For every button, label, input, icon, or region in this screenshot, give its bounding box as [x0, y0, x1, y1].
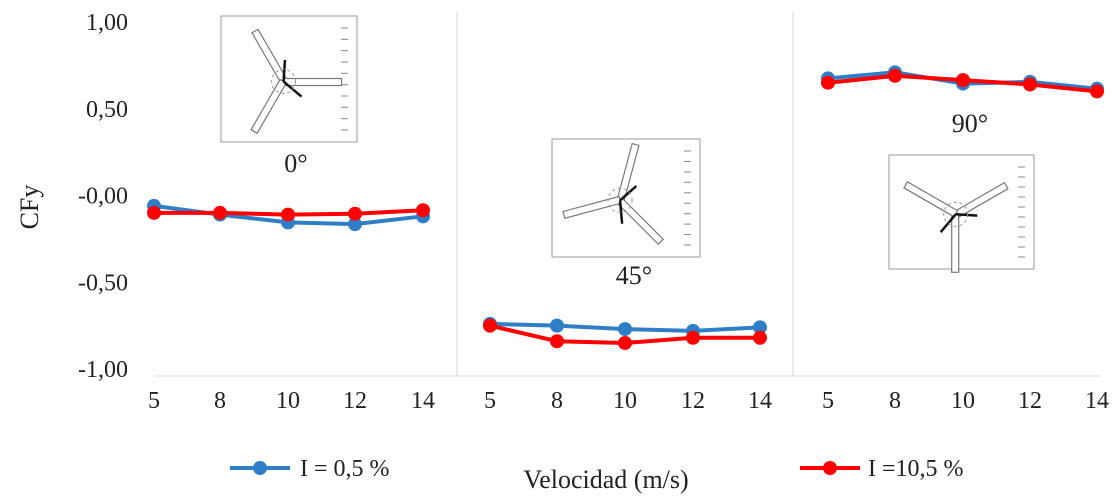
x-tick-label: 5 [822, 388, 834, 414]
angle-annotations: 0° 45° 90° [284, 109, 988, 290]
x-tick-label: 14 [748, 388, 772, 414]
panel-dividers [154, 12, 1100, 377]
data-point-high [147, 205, 161, 220]
data-point-low [348, 217, 362, 232]
data-point-high [888, 68, 902, 83]
x-tick-label: 8 [889, 388, 901, 414]
y-tick-label: -0,00 [78, 184, 128, 210]
data-point-high [956, 73, 970, 88]
x-tick-label: 12 [1018, 388, 1042, 414]
data-point-high [281, 207, 295, 222]
data-point-high [213, 205, 227, 220]
data-point-low [550, 318, 564, 333]
data-point-high [483, 318, 497, 333]
y-axis-label: CFy [15, 185, 44, 230]
y-tick-label: 1,00 [86, 10, 128, 36]
x-tick-label: 14 [411, 388, 435, 414]
data-point-high [821, 75, 835, 90]
rotor-arms-icon [903, 180, 1009, 273]
data-point-high [416, 203, 430, 218]
y-tick-label: 0,50 [86, 97, 128, 123]
orientation-inset [220, 15, 358, 143]
legend-label-high: I =10,5 % [868, 456, 964, 482]
legend-item-high: I =10,5 % [800, 456, 964, 482]
x-axis-tick-labels: 5 8 10 12 14 5 8 10 12 14 5 8 10 12 14 [148, 388, 1109, 414]
x-tick-label: 12 [343, 388, 367, 414]
orientation-inset [551, 138, 701, 258]
x-tick-label: 5 [484, 388, 496, 414]
y-tick-label: -0,50 [78, 270, 128, 296]
legend-item-low: I = 0,5 % [230, 456, 390, 482]
legend-marker-low [253, 461, 267, 475]
legend-marker-high [823, 461, 837, 475]
legend-label-low: I = 0,5 % [300, 456, 390, 482]
data-point-low [753, 320, 767, 335]
data-point-high [1090, 84, 1104, 99]
x-tick-label: 10 [276, 388, 300, 414]
data-point-high [550, 334, 564, 349]
x-tick-label: 8 [551, 388, 563, 414]
data-point-high [753, 330, 767, 345]
x-axis-label: Velocidad (m/s) [523, 465, 688, 494]
orientation-inset [888, 154, 1035, 273]
y-axis-tick-labels: 1,00 0,50 -0,00 -0,50 -1,00 [78, 10, 128, 383]
angle-annotation: 0° [284, 149, 307, 178]
x-tick-label: 10 [951, 388, 975, 414]
x-tick-label: 8 [214, 388, 226, 414]
angle-annotation: 45° [616, 261, 652, 290]
x-tick-label: 10 [613, 388, 637, 414]
angle-annotation: 90° [952, 109, 988, 138]
rotor-arms-icon [562, 142, 665, 246]
data-point-high [1023, 77, 1037, 92]
data-point-low [618, 322, 632, 337]
data-point-high [686, 330, 700, 345]
y-tick-label: -1,00 [78, 357, 128, 383]
data-series [147, 65, 1104, 350]
rotor-arms-icon [250, 28, 343, 135]
data-point-high [618, 335, 632, 350]
x-tick-label: 12 [681, 388, 705, 414]
x-tick-label: 14 [1085, 388, 1109, 414]
data-point-high [348, 206, 362, 221]
legend: I = 0,5 % I =10,5 % [230, 456, 964, 482]
orientation-insets [220, 15, 1035, 273]
x-tick-label: 5 [148, 388, 160, 414]
